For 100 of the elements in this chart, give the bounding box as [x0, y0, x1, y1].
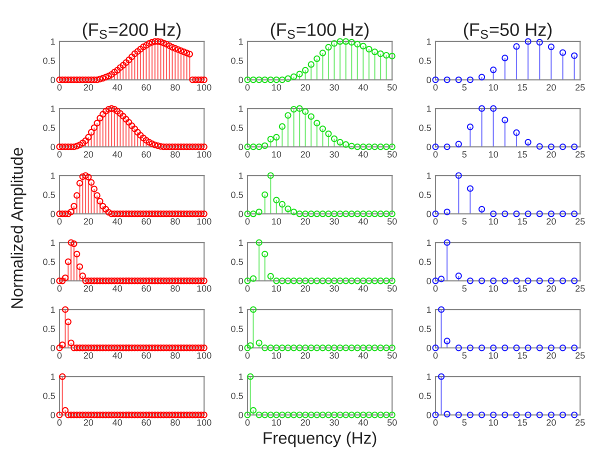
x-tick-label: 25: [576, 352, 585, 359]
point: [157, 344, 164, 352]
y-tick-label: 0: [50, 210, 55, 218]
point: [348, 142, 355, 150]
point: [444, 239, 450, 246]
point: [371, 278, 378, 284]
point: [137, 210, 144, 218]
point: [74, 76, 80, 84]
point: [342, 210, 350, 218]
point: [336, 210, 344, 218]
point: [168, 278, 176, 284]
point: [571, 210, 578, 218]
point: [314, 344, 320, 352]
point: [490, 344, 497, 352]
point: [571, 52, 578, 59]
point: [140, 210, 147, 218]
point: [62, 143, 69, 150]
y-tick-label: 0: [238, 278, 243, 284]
point: [68, 208, 74, 216]
y-tick-label: 0: [426, 278, 431, 284]
y-tick-label: 1: [51, 172, 55, 179]
point: [120, 412, 126, 418]
x-tick-label: 50: [387, 151, 397, 158]
point: [262, 412, 268, 418]
point: [548, 344, 555, 352]
point: [70, 143, 78, 150]
point: [262, 76, 268, 84]
x-tick-label: 20: [84, 352, 94, 359]
y-tick-label: 0: [50, 344, 55, 352]
point: [250, 76, 257, 84]
point: [82, 76, 89, 84]
y-tick-label: 0: [426, 412, 431, 418]
point: [388, 412, 396, 418]
point: [154, 412, 162, 418]
x-tick-label: 10: [489, 285, 498, 292]
point: [178, 412, 184, 418]
point: [366, 143, 372, 150]
point: [366, 278, 372, 284]
x-tick-label: 100: [197, 352, 212, 359]
x-tick-label: 30: [330, 218, 339, 225]
x-tick-label: 20: [300, 151, 310, 158]
x-tick-label: 40: [112, 84, 122, 91]
point: [134, 278, 141, 284]
point: [296, 278, 303, 284]
point: [76, 180, 84, 187]
point: [383, 52, 390, 59]
point: [105, 106, 112, 113]
point: [360, 210, 367, 218]
point: [325, 344, 332, 352]
point: [102, 344, 110, 352]
point: [183, 278, 190, 284]
point: [174, 143, 182, 150]
point: [131, 210, 138, 218]
point: [256, 340, 262, 346]
point: [244, 76, 251, 84]
y-tick-label: 0.5: [419, 124, 431, 132]
point: [154, 344, 162, 352]
point: [128, 122, 136, 130]
point: [154, 142, 162, 149]
point: [105, 412, 112, 418]
point: [195, 278, 202, 284]
x-tick-label: 20: [546, 285, 556, 292]
point: [168, 44, 176, 51]
point: [56, 412, 63, 418]
x-tick-label: 50: [387, 419, 397, 426]
point: [148, 210, 156, 218]
point: [56, 344, 63, 352]
y-tick-label: 0: [238, 344, 243, 352]
chart-title: (F$_{S}$=200 Hz): [82, 22, 181, 40]
point: [64, 143, 72, 150]
point: [348, 344, 355, 352]
point: [148, 344, 156, 352]
x-tick-label: 15: [518, 84, 527, 91]
point: [377, 50, 384, 58]
x-tick-label: 20: [300, 419, 310, 426]
point: [90, 344, 98, 352]
point: [172, 143, 179, 150]
point: [189, 210, 196, 218]
x-tick-label: 0: [433, 84, 438, 91]
point: [142, 136, 150, 144]
point: [432, 76, 439, 84]
point: [383, 210, 390, 218]
y-tick-label: 0.5: [419, 258, 431, 266]
x-tick-label: 25: [576, 218, 585, 225]
point: [76, 142, 84, 148]
point: [137, 412, 144, 418]
point: [559, 344, 566, 352]
point: [444, 338, 450, 344]
point: [137, 46, 144, 52]
y-tick-label: 0: [238, 144, 243, 150]
point: [102, 108, 110, 115]
x-tick-label: 60: [142, 419, 151, 426]
point: [319, 210, 326, 218]
point: [146, 138, 152, 146]
point: [183, 210, 190, 218]
x-tick-label: 30: [330, 419, 339, 426]
point: [455, 272, 462, 280]
point: [79, 344, 86, 352]
y-tick-label: 0: [238, 210, 243, 218]
point: [366, 46, 372, 52]
